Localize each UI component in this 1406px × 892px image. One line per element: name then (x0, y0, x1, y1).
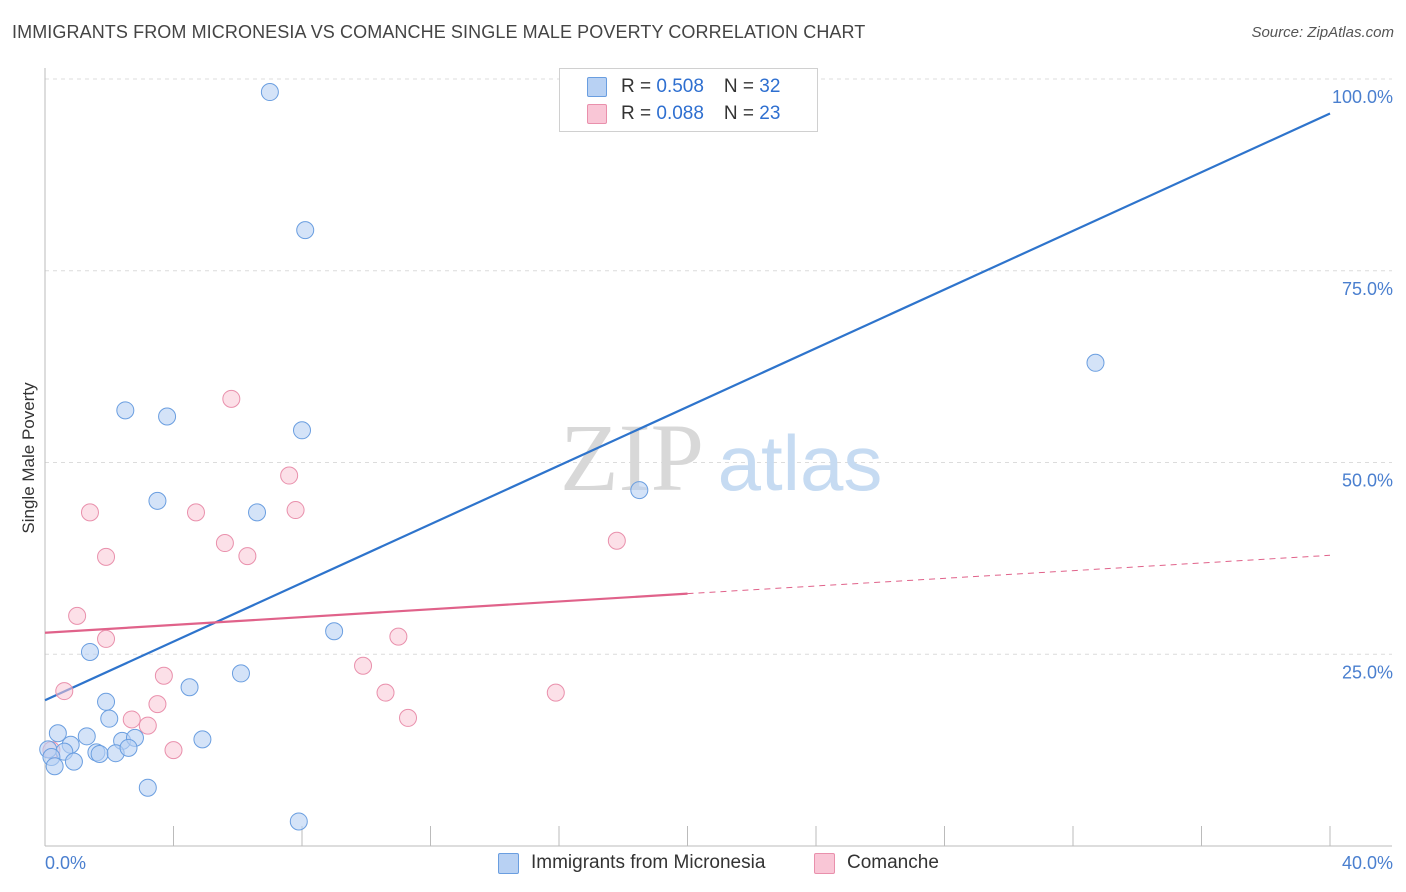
legend-n-value: 23 (759, 103, 781, 124)
y-tick-label: 100.0% (1332, 87, 1393, 107)
legend-n-label: N = (723, 103, 760, 124)
y-tick-label: 75.0% (1342, 279, 1393, 299)
point-comanche (97, 547, 116, 566)
point-micronesia (158, 407, 177, 426)
point-comanche (354, 656, 373, 675)
legend-n-label: N = (723, 76, 760, 97)
bottom-swatch-blue (498, 852, 519, 874)
y-tick-label: 25.0% (1342, 662, 1393, 682)
legend-r-value: 0.088 (656, 103, 704, 124)
point-micronesia (80, 642, 99, 661)
legend-r-label: R = (621, 76, 657, 97)
chart-title: IMMIGRANTS FROM MICRONESIA VS COMANCHE S… (12, 22, 866, 42)
point-comanche (68, 606, 87, 625)
point-micronesia (48, 724, 67, 743)
legend-r-value: 0.508 (656, 76, 704, 97)
legend-row-comanche: R = 0.088 N = 23 (560, 102, 780, 126)
point-micronesia (260, 83, 279, 102)
chart-source: Source: ZipAtlas.com (1251, 24, 1394, 41)
point-comanche (389, 627, 408, 646)
point-micronesia (119, 738, 138, 757)
point-micronesia (116, 401, 135, 420)
y-tick-label: 50.0% (1342, 471, 1393, 491)
point-micronesia (90, 744, 109, 763)
point-micronesia (289, 812, 308, 831)
watermark: ZIP atlas (560, 404, 882, 511)
legend-r-label: R = (621, 103, 657, 124)
point-comanche (148, 695, 167, 714)
point-micronesia (1086, 353, 1105, 372)
point-micronesia (148, 491, 167, 510)
trend-line-comanche (44, 592, 688, 634)
legend-row-micronesia: R = 0.508 N = 32 (560, 75, 780, 99)
point-comanche (55, 682, 74, 701)
tick-labels: 25.0% 50.0% 75.0% 100.0% 0.0% 40.0% (45, 87, 1393, 873)
point-micronesia (296, 221, 315, 240)
point-comanche (154, 666, 173, 685)
point-micronesia (180, 678, 199, 697)
point-comanche (164, 741, 183, 760)
point-comanche (222, 389, 241, 408)
bottom-swatch-pink (814, 852, 835, 874)
point-comanche (607, 531, 626, 550)
point-comanche (546, 683, 565, 702)
grid-lines (45, 78, 1392, 655)
point-micronesia (100, 709, 119, 728)
bottom-legend-comanche: Comanche (814, 852, 939, 874)
trend-line-micronesia (44, 112, 1331, 702)
trend-lines (44, 112, 1331, 702)
point-micronesia (248, 503, 267, 522)
legend-swatch-pink (587, 104, 607, 124)
point-micronesia (293, 421, 311, 440)
bottom-legend-label: Comanche (847, 852, 939, 873)
point-micronesia (77, 727, 96, 746)
point-micronesia (630, 481, 649, 500)
legend-swatch-blue (587, 77, 607, 97)
legend-n-value: 32 (759, 76, 781, 97)
point-micronesia (64, 752, 83, 771)
point-micronesia (231, 664, 250, 683)
point-micronesia (97, 692, 116, 711)
point-comanche (399, 708, 418, 727)
point-comanche (280, 466, 299, 485)
x-tick-label: 0.0% (45, 853, 86, 873)
x-tick-label: 40.0% (1342, 853, 1393, 873)
point-comanche (215, 534, 234, 553)
trend-line-comanche-extension (687, 554, 1331, 595)
point-comanche (80, 503, 99, 522)
point-comanche (286, 501, 305, 520)
point-comanche (376, 683, 395, 702)
point-micronesia (45, 757, 64, 776)
bottom-legend-micronesia: Immigrants from Micronesia (498, 852, 765, 874)
bottom-legend-label: Immigrants from Micronesia (531, 852, 766, 873)
point-micronesia (138, 778, 157, 797)
point-comanche (238, 547, 257, 566)
point-comanche (138, 716, 157, 735)
point-micronesia (193, 730, 212, 749)
stats-legend: R = 0.508 N = 32 R = 0.088 N = 23 (559, 68, 818, 132)
watermark-atlas: atlas (718, 419, 883, 507)
axes (44, 68, 1392, 847)
point-micronesia (325, 622, 344, 641)
point-comanche (186, 503, 205, 522)
data-points (39, 83, 1105, 831)
point-comanche (122, 710, 141, 729)
y-axis-label: Single Male Poverty (19, 382, 38, 534)
point-comanche (97, 629, 116, 648)
